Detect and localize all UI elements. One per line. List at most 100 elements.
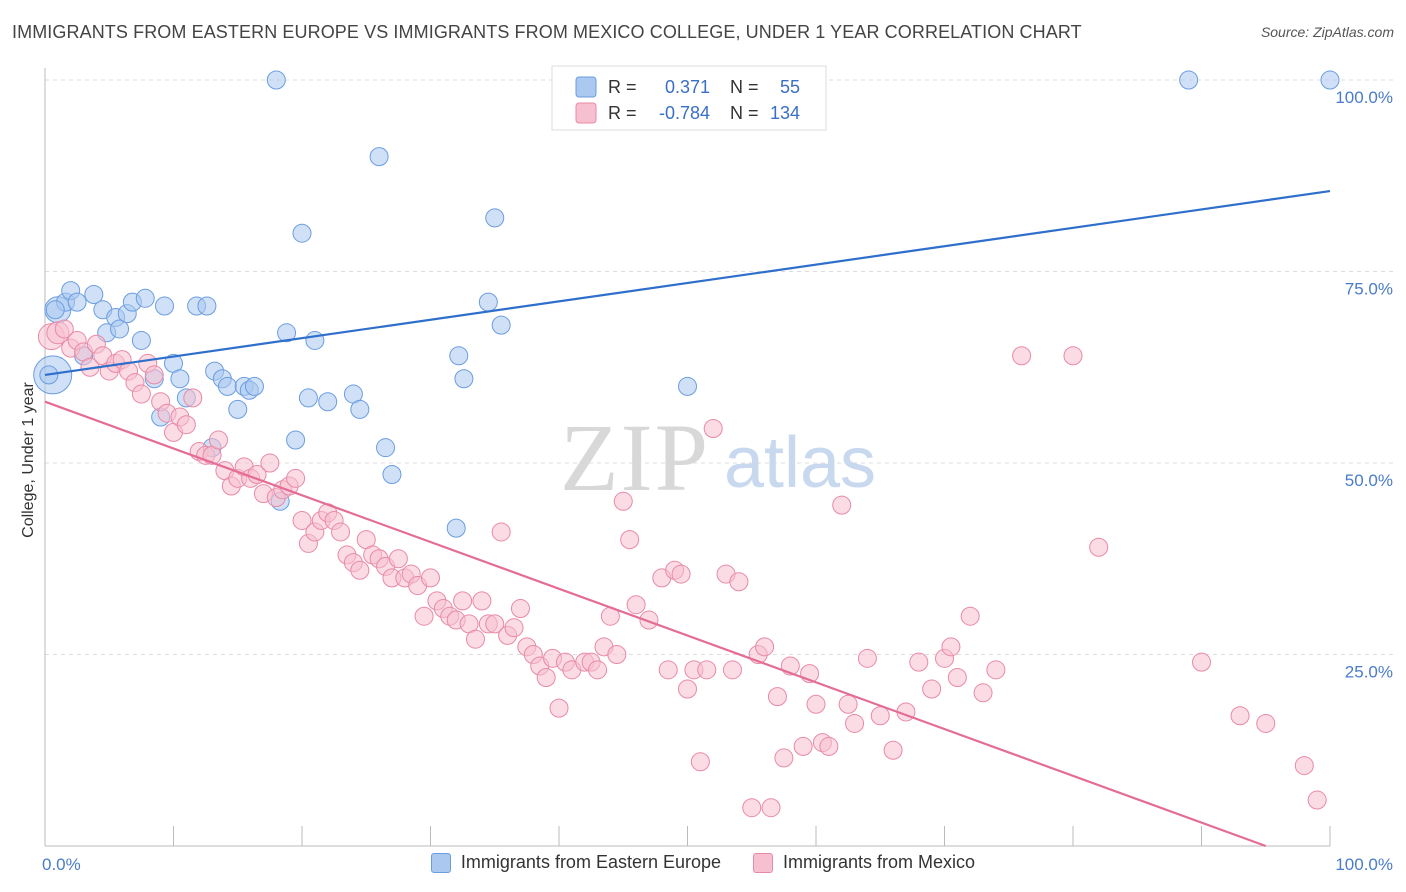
data-point <box>1089 537 1109 557</box>
data-point <box>620 530 640 550</box>
x-tick-label: 100.0% <box>1335 855 1393 874</box>
data-point <box>388 549 408 569</box>
data-point <box>478 292 498 312</box>
data-point <box>292 510 312 530</box>
legend-swatch-mexico <box>575 102 597 124</box>
data-point <box>536 667 556 687</box>
data-point <box>485 614 505 634</box>
legend-r-value: -0.784 <box>659 103 710 123</box>
data-point <box>350 399 370 419</box>
data-point <box>729 572 749 592</box>
data-point <box>658 660 678 680</box>
data-point <box>260 453 280 473</box>
data-point <box>941 637 961 657</box>
data-point <box>286 430 306 450</box>
data-point <box>110 319 130 339</box>
data-point <box>414 606 434 626</box>
legend-r-value: 0.371 <box>665 77 710 97</box>
x-tick-label: 0.0% <box>42 855 81 874</box>
data-point <box>292 223 312 243</box>
source-credit: Source: ZipAtlas.com <box>1260 24 1394 40</box>
series-legend-item-eastern-europe: Immigrants from Eastern Europe <box>430 852 721 873</box>
data-point <box>305 330 325 350</box>
data-point <box>767 687 787 707</box>
chart-title: IMMIGRANTS FROM EASTERN EUROPE VS IMMIGR… <box>12 22 1082 42</box>
trend-line-mexico <box>44 400 1267 848</box>
trend-lines <box>44 189 1331 848</box>
y-tick-label: 75.0% <box>1345 280 1393 299</box>
data-point <box>947 667 967 687</box>
data-point <box>832 495 852 515</box>
data-point <box>228 399 248 419</box>
data-point <box>1230 706 1250 726</box>
data-point <box>613 491 633 511</box>
data-point <box>870 706 890 726</box>
data-point <box>369 147 389 167</box>
data-point <box>690 752 710 772</box>
series-points-eastern-europe <box>33 70 1340 538</box>
data-point <box>845 713 865 733</box>
y-tick-label: 100.0% <box>1335 88 1393 107</box>
data-point <box>960 606 980 626</box>
data-point <box>318 392 338 412</box>
data-point <box>131 384 151 404</box>
data-point <box>883 740 903 760</box>
data-point <box>761 798 781 818</box>
series-legend: Immigrants from Eastern Europe Immigrant… <box>0 852 1406 873</box>
data-point <box>1307 790 1327 810</box>
series-label-mexico: Immigrants from Mexico <box>783 852 976 872</box>
data-point <box>678 376 697 396</box>
legend-n-value: 55 <box>780 77 800 97</box>
data-point <box>793 736 813 756</box>
data-point <box>774 748 794 768</box>
data-point <box>197 296 217 316</box>
data-point <box>703 419 723 439</box>
legend-r-label: R = <box>608 77 637 97</box>
data-point <box>986 660 1006 680</box>
series-points-mexico <box>37 319 1327 818</box>
data-point <box>1179 70 1199 90</box>
legend-r-label: R = <box>608 103 637 123</box>
data-point <box>491 522 511 542</box>
y-tick-label: 50.0% <box>1345 471 1393 490</box>
data-point <box>1320 70 1340 90</box>
correlation-legend: R = 0.371 N = 55 R = -0.784 N = 134 <box>551 65 827 131</box>
watermark-atlas: atlas <box>724 423 876 503</box>
data-point <box>144 365 164 385</box>
watermark: ZIP atlas <box>560 404 876 511</box>
data-point <box>135 288 155 308</box>
data-point <box>671 564 691 584</box>
data-point <box>922 679 942 699</box>
data-point <box>639 610 659 630</box>
data-point <box>208 430 228 450</box>
data-point <box>472 591 492 611</box>
data-point <box>607 645 627 664</box>
data-point <box>67 292 87 312</box>
data-point <box>1294 756 1314 776</box>
data-point <box>742 798 762 818</box>
data-point <box>973 683 993 703</box>
data-point <box>382 464 402 484</box>
data-point <box>491 315 511 335</box>
legend-frame <box>551 65 827 131</box>
legend-n-label: N = <box>730 77 759 97</box>
data-point <box>838 694 858 714</box>
series-legend-item-mexico: Immigrants from Mexico <box>753 852 975 873</box>
data-point <box>454 369 474 389</box>
data-point <box>453 591 473 611</box>
data-point <box>722 660 742 680</box>
data-point <box>421 568 440 588</box>
data-point <box>806 694 826 714</box>
series-swatch-eastern-europe <box>430 852 451 873</box>
data-point <box>857 648 877 668</box>
axes <box>44 68 1331 847</box>
data-point <box>446 518 466 538</box>
watermark-zip: ZIP <box>560 404 710 511</box>
data-point <box>1012 346 1032 366</box>
data-point <box>588 660 608 680</box>
series-swatch-mexico <box>753 852 774 873</box>
y-tick-label: 25.0% <box>1345 663 1393 682</box>
tick-labels: 25.0% 50.0% 75.0% 100.0% 0.0% 100.0% <box>42 88 1393 874</box>
data-point <box>350 560 370 580</box>
